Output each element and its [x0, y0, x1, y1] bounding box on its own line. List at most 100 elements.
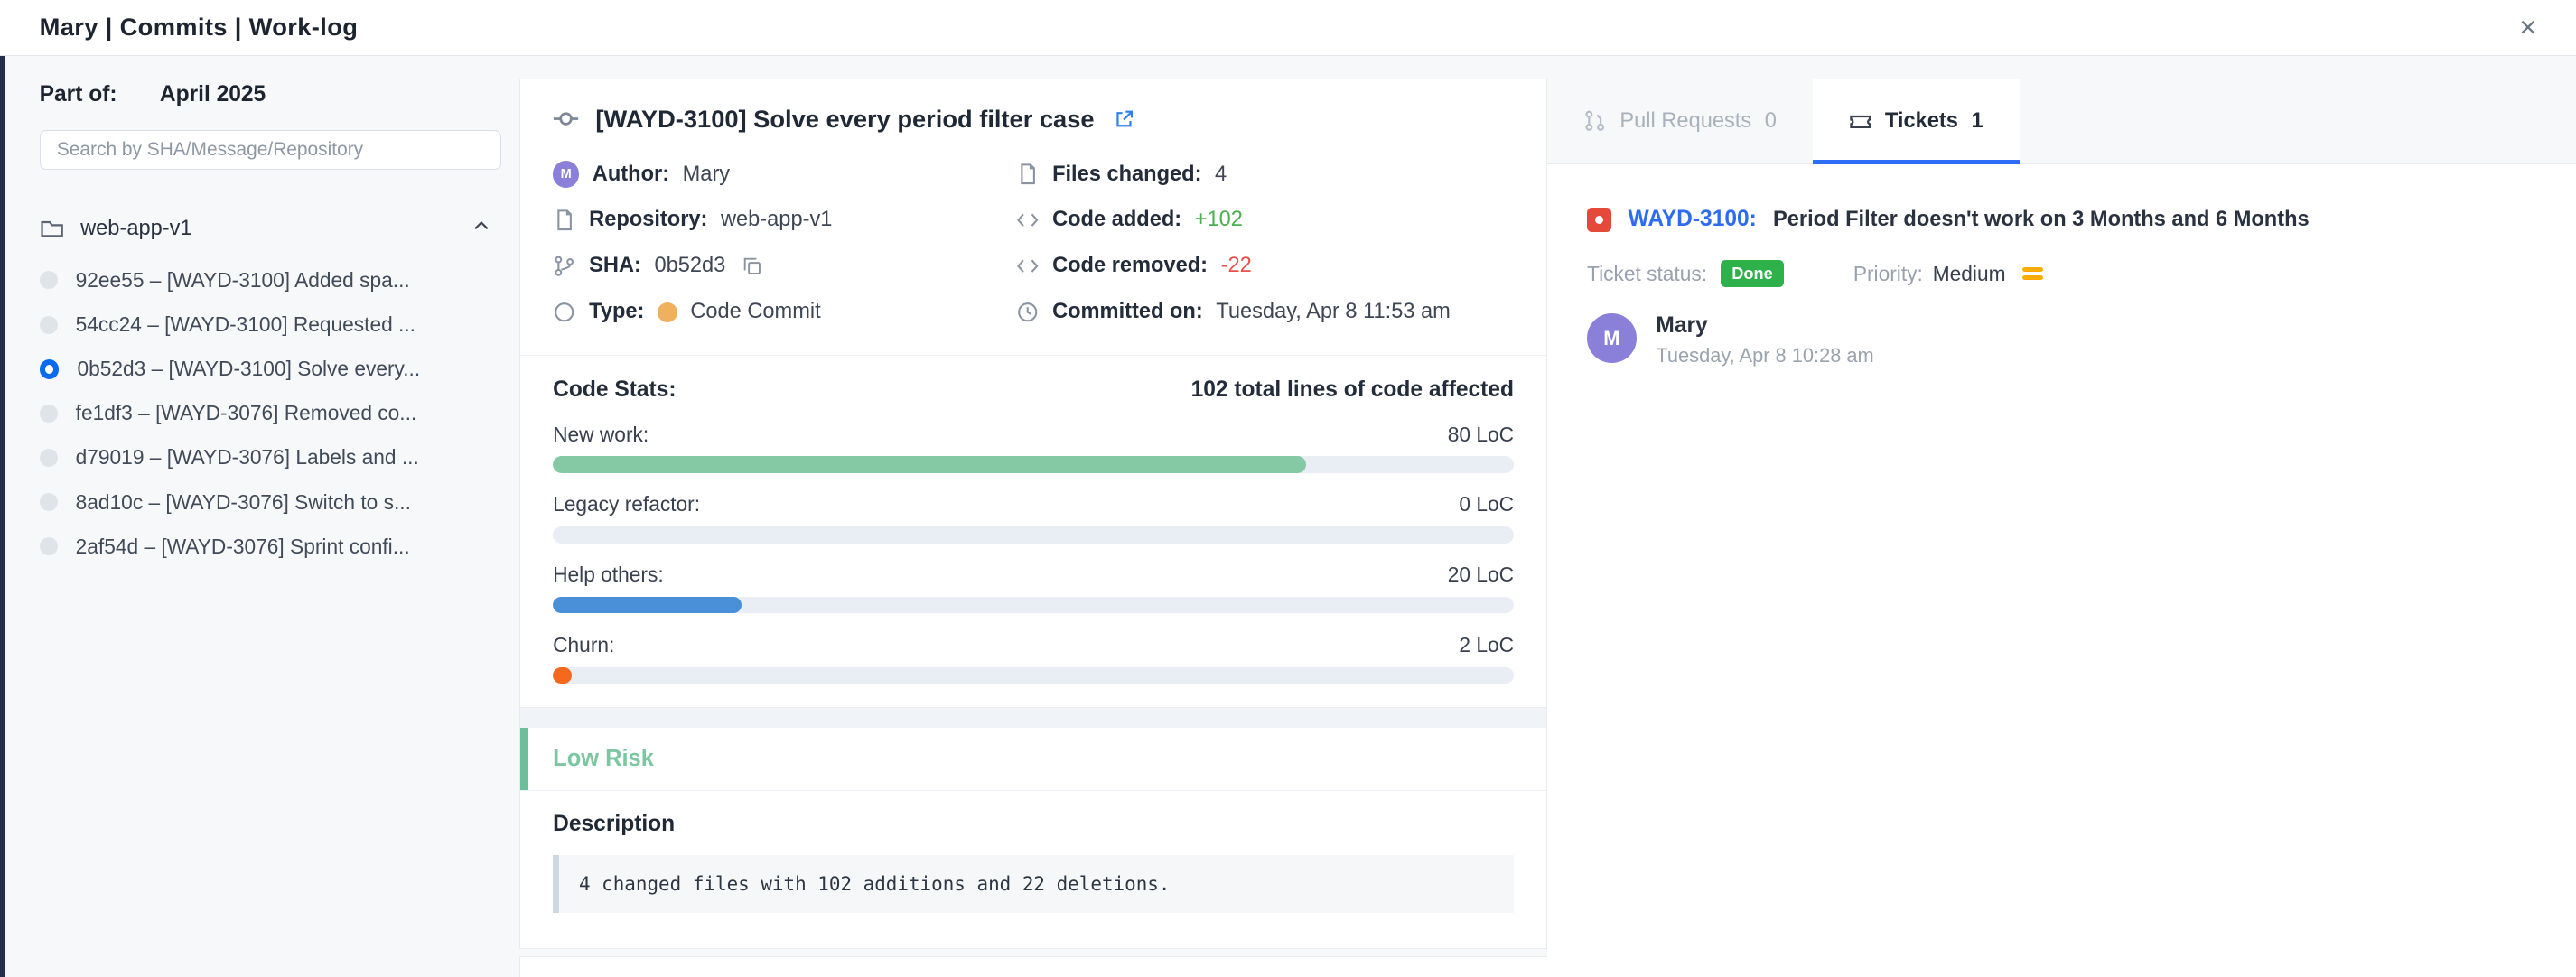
risk-accent-bar: [519, 727, 528, 790]
progress-bar: [553, 526, 1515, 544]
radio-icon: [39, 404, 58, 423]
commit-list-item[interactable]: 2af54d – [WAYD-3076] Sprint confi...: [39, 525, 501, 569]
left-edge-accent: [0, 55, 5, 977]
stat-label: Churn:: [553, 633, 615, 657]
detail-repository: Repository: web-app-v1: [553, 197, 984, 243]
document-icon: [553, 209, 575, 231]
commit-detail-card: [WAYD-3100] Solve every period filter ca…: [518, 79, 1548, 950]
radio-selected-icon: [39, 358, 60, 379]
commit-detail-header: [WAYD-3100] Solve every period filter ca…: [520, 79, 1547, 148]
detail-value: web-app-v1: [720, 208, 833, 232]
repo-group-row[interactable]: web-app-v1: [40, 216, 501, 242]
code-added-value: +102: [1194, 208, 1243, 232]
commit-label: 92ee55 – [WAYD-3100] Added spa...: [75, 267, 410, 292]
clock-icon: [1016, 301, 1039, 323]
code-stats-title: Code Stats:: [553, 377, 677, 402]
sidebar: Part of: April 2025 web-app-v1 92ee55 – …: [5, 56, 517, 977]
commit-message-code: 4 changed files with 102 additions and 2…: [553, 855, 1515, 914]
repo-name: web-app-v1: [80, 216, 192, 240]
stat-label: New work:: [553, 422, 649, 446]
commit-label: d79019 – [WAYD-3076] Labels and ...: [75, 445, 419, 470]
search-input[interactable]: [39, 130, 501, 171]
next-section-card: [518, 955, 1550, 977]
ticket-meta: Ticket status: Done Priority: Medium: [1587, 260, 2546, 288]
priority-label: Priority:: [1853, 261, 1923, 285]
commit-list-item[interactable]: d79019 – [WAYD-3076] Labels and ...: [39, 435, 501, 479]
avatar: M: [553, 161, 580, 188]
tab-count: 1: [1971, 108, 1983, 133]
radio-icon: [39, 448, 58, 467]
close-icon[interactable]: ×: [2519, 10, 2537, 44]
ticket-icon: [1849, 109, 1871, 132]
tab-tickets[interactable]: Tickets 1: [1812, 79, 2020, 166]
detail-files-changed: Files changed: 4: [1016, 152, 1514, 198]
tab-pull-requests[interactable]: Pull Requests 0: [1547, 79, 1812, 163]
detail-label: Code removed:: [1052, 254, 1209, 278]
radio-icon: [39, 315, 58, 334]
ticket-date: Tuesday, Apr 8 10:28 am: [1656, 343, 1874, 367]
search-wrap: [39, 130, 501, 171]
jira-bug-icon: [1587, 207, 1612, 232]
commit-list-item-selected[interactable]: 0b52d3 – [WAYD-3100] Solve every...: [39, 347, 501, 391]
code-icon: [1016, 255, 1039, 277]
detail-label: Code added:: [1052, 208, 1182, 232]
commit-list-item[interactable]: 92ee55 – [WAYD-3100] Added spa...: [39, 258, 501, 302]
tab-label: Tickets: [1884, 108, 1958, 133]
detail-label: Author:: [592, 162, 670, 186]
progress-bar-fill: [553, 456, 1307, 473]
ticket-title: Period Filter doesn't work on 3 Months a…: [1773, 207, 2310, 231]
commit-label: 0b52d3 – [WAYD-3100] Solve every...: [77, 357, 421, 381]
description-heading: Description: [553, 812, 676, 837]
period-label: April 2025: [159, 81, 266, 107]
commit-list: 92ee55 – [WAYD-3100] Added spa... 54cc24…: [39, 258, 501, 569]
commit-label: 8ad10c – [WAYD-3076] Switch to s...: [75, 489, 411, 514]
ticket-id-link[interactable]: WAYD-3100:: [1628, 207, 1757, 232]
risk-row: Low Risk: [519, 727, 1547, 791]
commit-type-dot: [657, 302, 677, 322]
stat-row-churn: Churn: 2 LoC: [553, 633, 1515, 684]
detail-value: 4: [1215, 162, 1227, 186]
copy-icon[interactable]: [742, 256, 763, 277]
detail-code-removed: Code removed: -22: [1016, 243, 1514, 289]
stat-row-help-others: Help others: 20 LoC: [553, 563, 1515, 614]
detail-label: SHA:: [589, 254, 641, 278]
priority-medium-icon: [2021, 266, 2044, 281]
progress-bar-fill: [553, 667, 573, 684]
detail-label: Files changed:: [1052, 162, 1202, 186]
commit-list-item[interactable]: 8ad10c – [WAYD-3076] Switch to s...: [39, 479, 501, 524]
progress-bar: [553, 597, 1515, 614]
tab-bar: Pull Requests 0 Tickets 1: [1547, 79, 2576, 166]
commit-list-item[interactable]: 54cc24 – [WAYD-3100] Requested ...: [39, 302, 501, 347]
detail-label: Committed on:: [1052, 300, 1203, 324]
stat-row-new-work: New work: 80 LoC: [553, 422, 1515, 473]
ticket-author-row: M Mary Tuesday, Apr 8 10:28 am: [1587, 313, 2546, 367]
tickets-panel: WAYD-3100: Period Filter doesn't work on…: [1547, 163, 2576, 977]
detail-label: Type:: [589, 300, 645, 324]
file-icon: [1016, 163, 1039, 185]
status-badge: Done: [1720, 260, 1785, 288]
commit-label: 54cc24 – [WAYD-3100] Requested ...: [75, 312, 415, 337]
detail-value: 0b52d3: [654, 254, 726, 278]
detail-code-added: Code added: +102: [1016, 197, 1514, 243]
tab-count: 0: [1764, 108, 1777, 133]
detail-author: M Author: Mary: [553, 152, 984, 198]
right-panel: Pull Requests 0 Tickets 1 WAYD-3100: Per…: [1547, 55, 2576, 977]
commit-title: [WAYD-3100] Solve every period filter ca…: [595, 104, 1095, 133]
detail-committed-on: Committed on: Tuesday, Apr 8 11:53 am: [1016, 289, 1514, 335]
detail-value: Mary: [682, 162, 731, 186]
chevron-up-icon[interactable]: [471, 216, 491, 242]
tab-label: Pull Requests: [1619, 108, 1752, 133]
detail-value: Tuesday, Apr 8 11:53 am: [1216, 300, 1451, 324]
section-divider: [519, 706, 1547, 728]
commit-list-item[interactable]: fe1df3 – [WAYD-3076] Removed co...: [39, 391, 501, 435]
stat-value: 0 LoC: [1459, 492, 1515, 516]
priority-value: Medium: [1932, 261, 2006, 285]
code-removed-value: -22: [1220, 254, 1252, 278]
radio-icon: [39, 271, 58, 290]
radio-icon: [39, 493, 58, 512]
detail-sha: SHA: 0b52d3: [553, 243, 984, 289]
code-stats-header: Code Stats: 102 total lines of code affe…: [553, 377, 1514, 403]
commit-label: 2af54d – [WAYD-3076] Sprint confi...: [75, 534, 410, 558]
ticket-author-name: Mary: [1656, 313, 1708, 339]
external-link-icon[interactable]: [1114, 108, 1135, 130]
